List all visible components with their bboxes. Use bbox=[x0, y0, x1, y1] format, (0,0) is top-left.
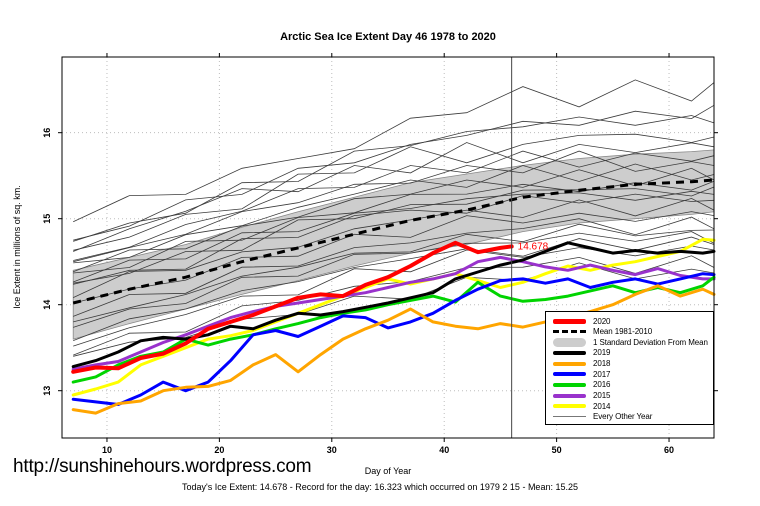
background-year-line-1 bbox=[73, 104, 715, 241]
background-year-line-12 bbox=[73, 193, 715, 285]
legend: 2020 Mean 1981-2010 1 Standard Deviation F… bbox=[545, 311, 714, 425]
x-tick-label: 30 bbox=[327, 445, 337, 455]
legend-item-2018: 2018 bbox=[553, 359, 709, 369]
background-year-line-10 bbox=[73, 190, 715, 283]
y-tick-label: 16 bbox=[42, 128, 52, 138]
watermark-url: http://sunshinehours.wordpress.com bbox=[13, 456, 312, 477]
plot-frame bbox=[61, 56, 715, 439]
background-year-line-0 bbox=[73, 79, 715, 223]
series-2020-line bbox=[71, 240, 514, 374]
x-tick-label: 50 bbox=[552, 445, 562, 455]
background-year-line-16 bbox=[73, 223, 715, 323]
extent-annotation: 14.678 bbox=[518, 241, 549, 252]
series-2019-line bbox=[71, 241, 716, 369]
background-year-line-11 bbox=[73, 186, 715, 284]
y-tick-label: 13 bbox=[42, 386, 52, 396]
legend-label: Every Other Year bbox=[593, 412, 653, 422]
legend-item-2015: 2015 bbox=[553, 391, 709, 401]
legend-label: 2019 bbox=[593, 348, 611, 358]
legend-swatch-icon bbox=[553, 404, 586, 409]
chart-title: Arctic Sea Ice Extent Day 46 1978 to 202… bbox=[280, 31, 496, 43]
legend-item-2014: 2014 bbox=[553, 401, 709, 411]
legend-swatch-icon bbox=[553, 337, 586, 347]
series-2014-line bbox=[71, 237, 716, 397]
legend-swatch-icon bbox=[553, 372, 586, 377]
background-year-line-3 bbox=[73, 133, 715, 251]
background-year-line-14 bbox=[73, 211, 715, 304]
x-axis-label: Day of Year bbox=[364, 466, 412, 476]
y-tick-label: 15 bbox=[42, 214, 52, 224]
x-tick-label: 20 bbox=[214, 445, 224, 455]
footer-caption: Today's Ice Extent: 14.678 - Record for … bbox=[182, 482, 578, 492]
legend-item-2017: 2017 bbox=[553, 369, 709, 379]
legend-label: 2017 bbox=[593, 369, 611, 379]
legend-item-every-other-year: Every Other Year bbox=[553, 412, 709, 422]
background-year-line-15 bbox=[73, 216, 715, 317]
y-tick-label: 14 bbox=[42, 300, 52, 310]
x-tick-label: 40 bbox=[439, 445, 449, 455]
legend-label: 2016 bbox=[593, 380, 611, 390]
legend-swatch-icon bbox=[553, 350, 586, 355]
legend-item-1-standard-deviation-from-mean: 1 Standard Deviation From Mean bbox=[553, 337, 709, 347]
legend-label: 2020 bbox=[593, 316, 611, 326]
legend-swatch-icon bbox=[553, 416, 586, 418]
background-year-line-2 bbox=[73, 115, 715, 242]
background-year-line-9 bbox=[73, 180, 715, 274]
series-2015-line bbox=[71, 255, 716, 371]
mean-line bbox=[72, 178, 715, 305]
legend-swatch-icon bbox=[553, 318, 586, 324]
legend-label: 2015 bbox=[593, 391, 611, 401]
background-year-line-17 bbox=[73, 231, 715, 328]
background-year-line-19 bbox=[73, 245, 715, 347]
legend-item-mean-1981-2010: Mean 1981-2010 bbox=[553, 327, 709, 337]
background-year-line-5 bbox=[73, 150, 715, 261]
background-year-line-7 bbox=[73, 163, 715, 264]
y-axis-label: Ice Extent in millions of sq. km. bbox=[12, 185, 22, 309]
legend-swatch-icon bbox=[553, 382, 586, 387]
legend-item-2019: 2019 bbox=[553, 348, 709, 358]
x-tick-label: 60 bbox=[664, 445, 674, 455]
series-2016-line bbox=[71, 275, 716, 384]
series-2018-line bbox=[71, 284, 716, 415]
legend-label: 2018 bbox=[593, 359, 611, 369]
legend-swatch-icon bbox=[553, 393, 586, 398]
legend-swatch-icon bbox=[553, 361, 586, 366]
legend-label: Mean 1981-2010 bbox=[593, 327, 653, 337]
legend-swatch-icon bbox=[553, 330, 586, 334]
legend-item-2016: 2016 bbox=[553, 380, 709, 390]
x-tick-label: 10 bbox=[102, 445, 112, 455]
legend-label: 1 Standard Deviation From Mean bbox=[593, 337, 708, 347]
legend-label: 2014 bbox=[593, 401, 611, 411]
legend-item-2020: 2020 bbox=[553, 316, 709, 326]
background-year-line-13 bbox=[73, 197, 715, 298]
